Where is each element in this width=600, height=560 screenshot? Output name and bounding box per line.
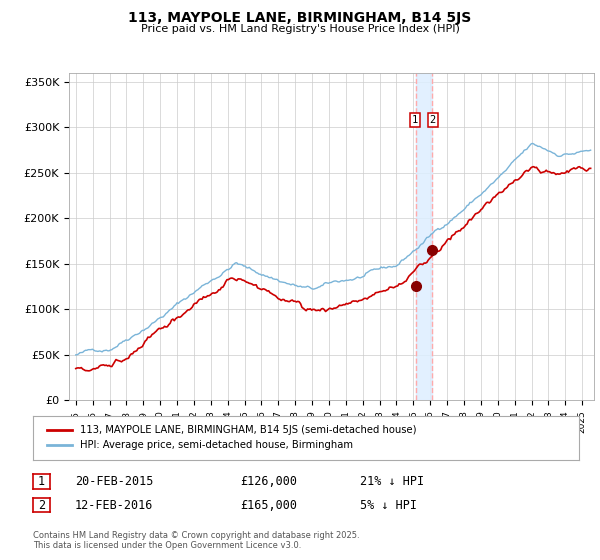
Legend: 113, MAYPOLE LANE, BIRMINGHAM, B14 5JS (semi-detached house), HPI: Average price: 113, MAYPOLE LANE, BIRMINGHAM, B14 5JS (… xyxy=(43,422,421,454)
Text: Price paid vs. HM Land Registry's House Price Index (HPI): Price paid vs. HM Land Registry's House … xyxy=(140,24,460,34)
Text: 113, MAYPOLE LANE, BIRMINGHAM, B14 5JS: 113, MAYPOLE LANE, BIRMINGHAM, B14 5JS xyxy=(128,11,472,25)
Text: 1: 1 xyxy=(38,475,45,488)
Text: 5% ↓ HPI: 5% ↓ HPI xyxy=(360,498,417,512)
Text: 2: 2 xyxy=(38,498,45,512)
Text: £126,000: £126,000 xyxy=(240,475,297,488)
Text: 1: 1 xyxy=(412,115,418,125)
Bar xyxy=(416,73,432,400)
Text: Contains HM Land Registry data © Crown copyright and database right 2025.
This d: Contains HM Land Registry data © Crown c… xyxy=(33,530,359,550)
Text: 2: 2 xyxy=(430,115,436,125)
Text: 12-FEB-2016: 12-FEB-2016 xyxy=(75,498,154,512)
Text: 20-FEB-2015: 20-FEB-2015 xyxy=(75,475,154,488)
Text: 21% ↓ HPI: 21% ↓ HPI xyxy=(360,475,424,488)
Text: £165,000: £165,000 xyxy=(240,498,297,512)
